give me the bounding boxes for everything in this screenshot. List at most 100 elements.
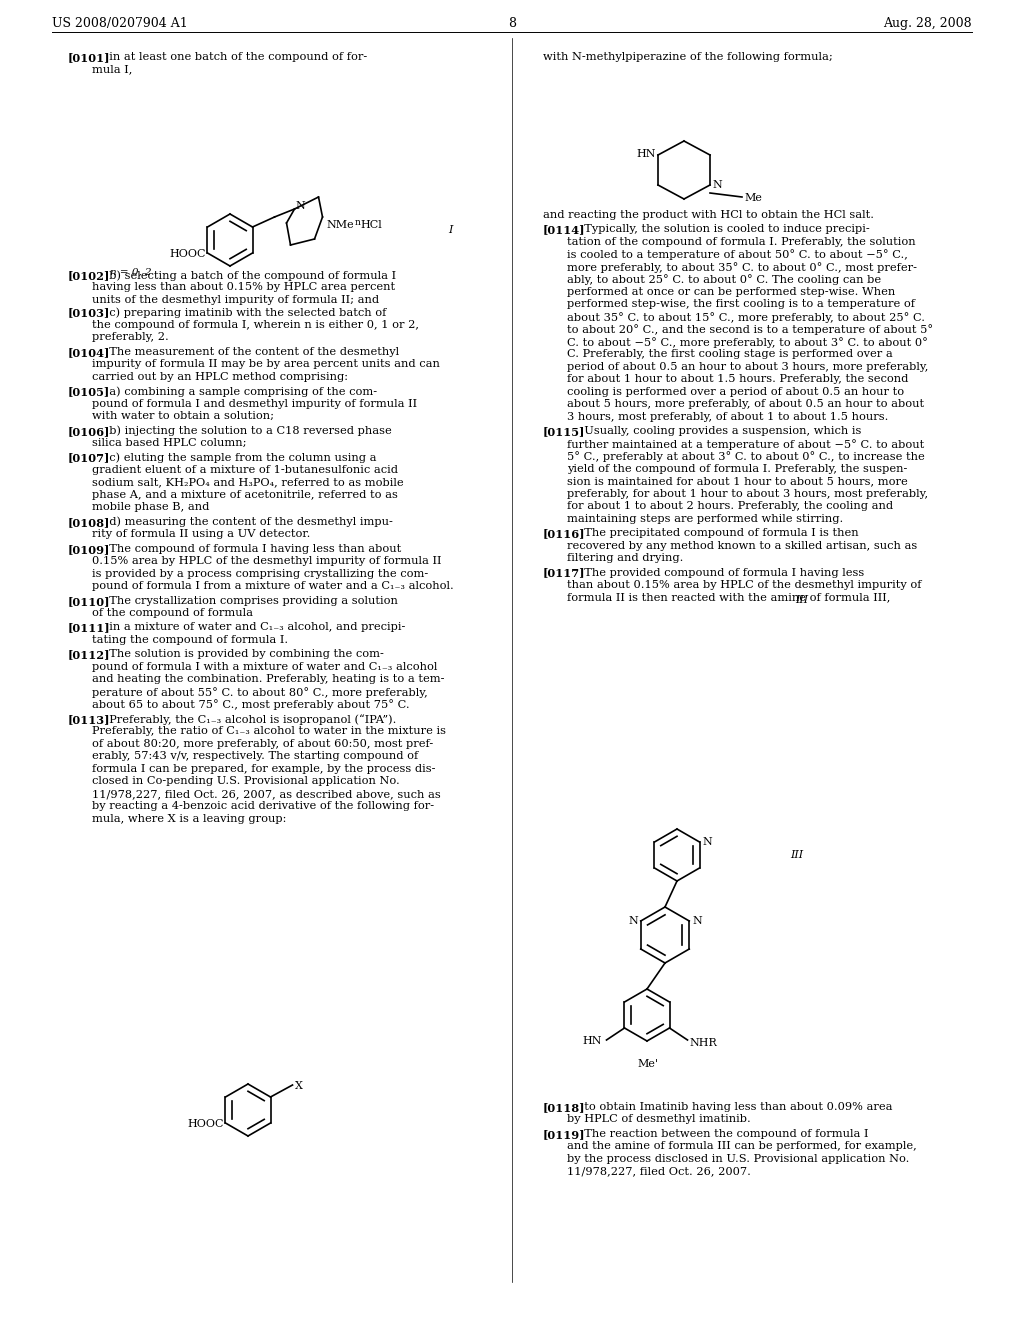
- Text: sodium salt, KH₂PO₄ and H₃PO₄, referred to as mobile: sodium salt, KH₂PO₄ and H₃PO₄, referred …: [92, 478, 403, 487]
- Text: Usually, cooling provides a suspension, which is: Usually, cooling provides a suspension, …: [577, 426, 861, 436]
- Text: [0106]: [0106]: [68, 425, 111, 437]
- Text: phase A, and a mixture of acetonitrile, referred to as: phase A, and a mixture of acetonitrile, …: [92, 490, 398, 500]
- Text: 3 hours, most preferably, of about 1 to about 1.5 hours.: 3 hours, most preferably, of about 1 to …: [567, 412, 889, 422]
- Text: and reacting the product with HCl to obtain the HCl salt.: and reacting the product with HCl to obt…: [543, 210, 874, 220]
- Text: Me': Me': [637, 1059, 658, 1069]
- Text: pound of formula I and desmethyl impurity of formula II: pound of formula I and desmethyl impurit…: [92, 399, 417, 409]
- Text: mobile phase B, and: mobile phase B, and: [92, 503, 209, 512]
- Text: The compound of formula I having less than about: The compound of formula I having less th…: [102, 544, 401, 554]
- Text: [0117]: [0117]: [543, 568, 586, 578]
- Text: NMe: NMe: [327, 220, 354, 230]
- Text: [0113]: [0113]: [68, 714, 111, 725]
- Text: Me: Me: [744, 193, 762, 203]
- Text: further maintained at a temperature of about −5° C. to about: further maintained at a temperature of a…: [567, 438, 925, 450]
- Text: NHR: NHR: [689, 1038, 717, 1048]
- Text: perature of about 55° C. to about 80° C., more preferably,: perature of about 55° C. to about 80° C.…: [92, 686, 428, 698]
- Text: c) eluting the sample from the column using a: c) eluting the sample from the column us…: [102, 453, 377, 463]
- Text: about 65 to about 75° C., most preferably about 75° C.: about 65 to about 75° C., most preferabl…: [92, 700, 410, 710]
- Text: in at least one batch of the compound of for-: in at least one batch of the compound of…: [102, 51, 368, 62]
- Text: b) injecting the solution to a C18 reversed phase: b) injecting the solution to a C18 rever…: [102, 425, 392, 436]
- Text: about 35° C. to about 15° C., more preferably, to about 25° C.: about 35° C. to about 15° C., more prefe…: [567, 312, 925, 323]
- Text: [0104]: [0104]: [68, 347, 111, 358]
- Text: preferably, 2.: preferably, 2.: [92, 333, 169, 342]
- Text: impurity of formula II may be by area percent units and can: impurity of formula II may be by area pe…: [92, 359, 440, 370]
- Text: and heating the combination. Preferably, heating is to a tem-: and heating the combination. Preferably,…: [92, 675, 444, 684]
- Text: a) combining a sample comprising of the com-: a) combining a sample comprising of the …: [102, 387, 377, 397]
- Text: [0109]: [0109]: [68, 544, 111, 554]
- Text: [0116]: [0116]: [543, 528, 586, 539]
- Text: X: X: [295, 1081, 302, 1092]
- Text: mula I,: mula I,: [92, 65, 132, 74]
- Text: n = 0, 2: n = 0, 2: [110, 268, 152, 277]
- Text: HOOC: HOOC: [170, 249, 206, 259]
- Text: having less than about 0.15% by HPLC area percent: having less than about 0.15% by HPLC are…: [92, 282, 395, 293]
- Text: performed step-wise, the first cooling is to a temperature of: performed step-wise, the first cooling i…: [567, 300, 915, 309]
- Text: Preferably, the C₁₋₃ alcohol is isopropanol (“IPA”).: Preferably, the C₁₋₃ alcohol is isopropa…: [102, 714, 396, 725]
- Text: than about 0.15% area by HPLC of the desmethyl impurity of: than about 0.15% area by HPLC of the des…: [567, 579, 922, 590]
- Text: for about 1 to about 2 hours. Preferably, the cooling and: for about 1 to about 2 hours. Preferably…: [567, 502, 893, 511]
- Text: [0103]: [0103]: [68, 308, 111, 318]
- Text: carried out by an HPLC method comprising:: carried out by an HPLC method comprising…: [92, 372, 348, 381]
- Text: pound of formula I from a mixture of water and a C₁₋₃ alcohol.: pound of formula I from a mixture of wat…: [92, 581, 454, 591]
- Text: [0111]: [0111]: [68, 623, 111, 634]
- Text: 11/978,227, filed Oct. 26, 2007.: 11/978,227, filed Oct. 26, 2007.: [567, 1167, 751, 1176]
- Text: performed at once or can be performed step-wise. When: performed at once or can be performed st…: [567, 286, 895, 297]
- Text: HOOC: HOOC: [187, 1119, 224, 1129]
- Text: in a mixture of water and C₁₋₃ alcohol, and precipi-: in a mixture of water and C₁₋₃ alcohol, …: [102, 623, 406, 632]
- Text: Typically, the solution is cooled to induce precipi-: Typically, the solution is cooled to ind…: [577, 224, 869, 235]
- Text: of about 80:20, more preferably, of about 60:50, most pref-: of about 80:20, more preferably, of abou…: [92, 739, 433, 748]
- Text: HN: HN: [636, 149, 655, 158]
- Text: is provided by a process comprising crystallizing the com-: is provided by a process comprising crys…: [92, 569, 428, 578]
- Text: filtering and drying.: filtering and drying.: [567, 553, 683, 564]
- Text: with N-methylpiperazine of the following formula;: with N-methylpiperazine of the following…: [543, 51, 833, 62]
- Text: HN: HN: [583, 1036, 602, 1045]
- Text: the compound of formula I, wherein n is either 0, 1 or 2,: the compound of formula I, wherein n is …: [92, 319, 419, 330]
- Text: by reacting a 4-benzoic acid derivative of the following for-: by reacting a 4-benzoic acid derivative …: [92, 801, 434, 812]
- Text: is cooled to a temperature of about 50° C. to about −5° C.,: is cooled to a temperature of about 50° …: [567, 249, 908, 260]
- Text: N: N: [712, 180, 722, 190]
- Text: The reaction between the compound of formula I: The reaction between the compound of for…: [577, 1129, 868, 1139]
- Text: with water to obtain a solution;: with water to obtain a solution;: [92, 412, 274, 421]
- Text: N: N: [702, 837, 713, 847]
- Text: 5° C., preferably at about 3° C. to about 0° C., to increase the: 5° C., preferably at about 3° C. to abou…: [567, 451, 925, 462]
- Text: Aug. 28, 2008: Aug. 28, 2008: [884, 17, 972, 30]
- Text: more preferably, to about 35° C. to about 0° C., most prefer-: more preferably, to about 35° C. to abou…: [567, 261, 918, 273]
- Text: [0119]: [0119]: [543, 1129, 586, 1140]
- Text: N: N: [692, 916, 702, 927]
- Text: by the process disclosed in U.S. Provisional application No.: by the process disclosed in U.S. Provisi…: [567, 1154, 909, 1164]
- Text: The provided compound of formula I having less: The provided compound of formula I havin…: [577, 568, 864, 578]
- Text: C. Preferably, the first cooling stage is performed over a: C. Preferably, the first cooling stage i…: [567, 350, 893, 359]
- Text: formula I can be prepared, for example, by the process dis-: formula I can be prepared, for example, …: [92, 764, 435, 774]
- Text: tating the compound of formula I.: tating the compound of formula I.: [92, 635, 288, 645]
- Text: [0105]: [0105]: [68, 387, 111, 397]
- Text: [0110]: [0110]: [68, 595, 111, 607]
- Text: by HPLC of desmethyl imatinib.: by HPLC of desmethyl imatinib.: [567, 1114, 751, 1125]
- Text: units of the desmethyl impurity of formula II; and: units of the desmethyl impurity of formu…: [92, 294, 379, 305]
- Text: III: III: [795, 595, 808, 605]
- Text: n: n: [354, 218, 360, 227]
- Text: Preferably, the ratio of C₁₋₃ alcohol to water in the mixture is: Preferably, the ratio of C₁₋₃ alcohol to…: [92, 726, 446, 737]
- Text: c) preparing imatinib with the selected batch of: c) preparing imatinib with the selected …: [102, 308, 386, 318]
- Text: silica based HPLC column;: silica based HPLC column;: [92, 438, 247, 447]
- Text: of the compound of formula: of the compound of formula: [92, 609, 253, 618]
- Text: US 2008/0207904 A1: US 2008/0207904 A1: [52, 17, 187, 30]
- Text: gradient eluent of a mixture of 1-butanesulfonic acid: gradient eluent of a mixture of 1-butane…: [92, 465, 398, 475]
- Text: The measurement of the content of the desmethyl: The measurement of the content of the de…: [102, 347, 399, 356]
- Text: formula II is then reacted with the amine of formula III,: formula II is then reacted with the amin…: [567, 593, 891, 602]
- Text: 11/978,227, filed Oct. 26, 2007, as described above, such as: 11/978,227, filed Oct. 26, 2007, as desc…: [92, 789, 440, 799]
- Text: cooling is performed over a period of about 0.5 an hour to: cooling is performed over a period of ab…: [567, 387, 904, 397]
- Text: d) measuring the content of the desmethyl impu-: d) measuring the content of the desmethy…: [102, 517, 393, 528]
- Text: mula, where X is a leaving group:: mula, where X is a leaving group:: [92, 813, 287, 824]
- Text: sion is maintained for about 1 hour to about 5 hours, more: sion is maintained for about 1 hour to a…: [567, 477, 907, 486]
- Text: [0107]: [0107]: [68, 453, 111, 463]
- Text: [0114]: [0114]: [543, 224, 586, 235]
- Text: for about 1 hour to about 1.5 hours. Preferably, the second: for about 1 hour to about 1.5 hours. Pre…: [567, 375, 908, 384]
- Text: 0.15% area by HPLC of the desmethyl impurity of formula II: 0.15% area by HPLC of the desmethyl impu…: [92, 556, 441, 566]
- Text: The crystallization comprises providing a solution: The crystallization comprises providing …: [102, 595, 398, 606]
- Text: [0115]: [0115]: [543, 426, 586, 437]
- Text: The precipitated compound of formula I is then: The precipitated compound of formula I i…: [577, 528, 859, 539]
- Text: erably, 57:43 v/v, respectively. The starting compound of: erably, 57:43 v/v, respectively. The sta…: [92, 751, 418, 762]
- Text: ably, to about 25° C. to about 0° C. The cooling can be: ably, to about 25° C. to about 0° C. The…: [567, 275, 881, 285]
- Text: pound of formula I with a mixture of water and C₁₋₃ alcohol: pound of formula I with a mixture of wat…: [92, 661, 437, 672]
- Text: N: N: [629, 916, 639, 927]
